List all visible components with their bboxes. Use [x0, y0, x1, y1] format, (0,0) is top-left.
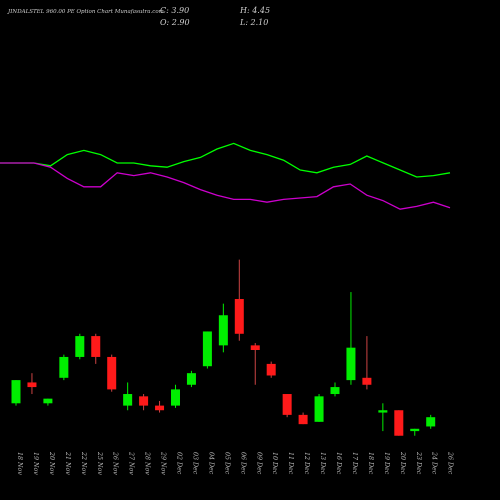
- candle-body: [378, 410, 388, 413]
- x-tick-label: 02 Dec: [176, 452, 183, 475]
- candle-body: [59, 356, 69, 378]
- candle-body: [27, 382, 37, 388]
- x-tick-label: 05 Dec: [223, 452, 230, 475]
- candle-body: [314, 396, 324, 422]
- candle-body: [202, 331, 212, 367]
- indicator-line-1: [0, 162, 451, 210]
- x-tick-label: 11 Dec: [287, 452, 294, 475]
- x-tick-label: 16 Dec: [335, 452, 342, 475]
- candle-body: [123, 394, 133, 406]
- chart-title: JINDALSTEL 960.00 PE Option Chart Munafa…: [8, 9, 164, 15]
- candle-body: [107, 356, 117, 390]
- x-tick-label: 27 Nov: [128, 451, 135, 475]
- indicator-line-0: [0, 142, 451, 178]
- candle-body: [218, 315, 228, 346]
- x-tick-label: 23 Dec: [415, 451, 422, 475]
- candle-body: [250, 345, 260, 350]
- x-tick-label: 28 Nov: [144, 451, 151, 475]
- candle-body: [362, 377, 372, 385]
- candle-body: [346, 347, 356, 381]
- open-label: O: 2.90: [160, 18, 190, 27]
- candle-body: [234, 299, 244, 334]
- x-tick-label: 26 Nov: [112, 451, 119, 475]
- candle-body: [155, 405, 165, 411]
- candle-body: [330, 387, 340, 395]
- x-tick-label: 20 Nov: [48, 451, 55, 475]
- x-tick-label: 26 Dec: [447, 451, 454, 475]
- x-tick-label: 13 Dec: [319, 452, 326, 475]
- candle-body: [298, 414, 308, 425]
- close-label: C: 3.90: [160, 6, 190, 15]
- x-tick-label: 04 Dec: [207, 452, 214, 475]
- x-tick-label: 19 Nov: [32, 452, 39, 475]
- x-tick-label: 18 Dec: [367, 452, 374, 475]
- candle-body: [410, 428, 420, 432]
- candle-body: [186, 373, 196, 385]
- candle-body: [43, 398, 53, 404]
- candle-body: [139, 396, 149, 406]
- high-label: H: 4.45: [240, 6, 271, 15]
- x-tick-label: 20 Dec: [399, 451, 406, 475]
- candle-body: [171, 389, 180, 406]
- low-label: L: 2.10: [240, 18, 269, 27]
- x-tick-label: 06 Dec: [239, 452, 246, 475]
- candle-body: [282, 394, 292, 415]
- candle-body: [266, 363, 276, 376]
- x-tick-label: 22 Nov: [80, 451, 87, 475]
- candle-body: [426, 417, 436, 427]
- x-tick-label: 24 Dec: [431, 451, 438, 475]
- x-tick-label: 18 Nov: [16, 452, 23, 475]
- x-tick-label: 21 Nov: [64, 451, 71, 475]
- x-tick-label: 25 Nov: [96, 451, 103, 475]
- candle-body: [11, 380, 21, 404]
- candle-body: [394, 410, 404, 436]
- candle-body: [75, 336, 85, 357]
- x-tick-label: 12 Dec: [303, 452, 310, 475]
- candle-body: [91, 336, 101, 357]
- x-tick-label: 17 Dec: [351, 452, 358, 475]
- x-tick-label: 29 Nov: [160, 451, 167, 475]
- x-tick-label: 03 Dec: [191, 452, 198, 475]
- x-tick-label: 19 Dec: [383, 452, 390, 475]
- x-tick-label: 10 Dec: [271, 452, 278, 475]
- x-tick-label: 09 Dec: [255, 452, 262, 475]
